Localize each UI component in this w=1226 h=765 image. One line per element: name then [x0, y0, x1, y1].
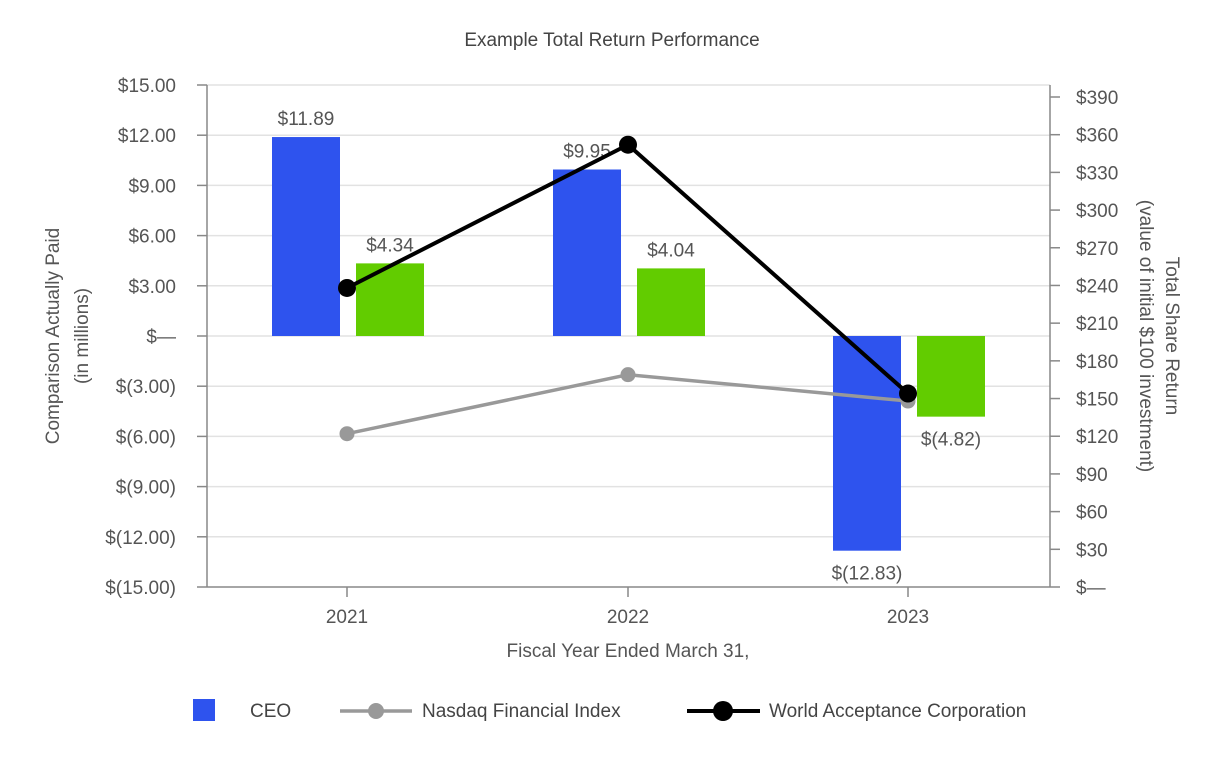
bar-data-label: $4.04 — [647, 240, 695, 261]
world-acceptance-point — [338, 278, 356, 297]
legend-world-acceptance-label: World Acceptance Corporation — [769, 701, 1026, 722]
left-axis-tick-label: $12.00 — [118, 126, 176, 147]
right-axis-tick-label: $90 — [1076, 465, 1108, 486]
chart-title: Example Total Return Performance — [464, 30, 759, 51]
x-axis-tick-label: 2021 — [326, 607, 368, 628]
left-axis-tick-label: $(3.00) — [116, 377, 176, 398]
left-axis-title: Comparison Actually Paid — [43, 228, 64, 445]
bar-data-label: $11.89 — [278, 109, 335, 130]
legend-ceo-swatch — [193, 699, 215, 721]
x-axis-tick-label: 2023 — [887, 607, 929, 628]
bar-data-label: $4.34 — [366, 235, 414, 256]
nasdaq-financial-point — [620, 367, 636, 383]
right-axis-tick-label: $180 — [1076, 352, 1118, 373]
world-acceptance-point — [619, 135, 637, 154]
left-axis-tick-label: $6.00 — [128, 227, 176, 248]
right-axis-title: Total Share Return — [1161, 257, 1182, 415]
bar-second-series — [637, 268, 705, 336]
left-axis-tick-label: $15.00 — [118, 76, 176, 97]
legend-nasdaq-label: Nasdaq Financial Index — [422, 701, 621, 722]
legend-ceo-label: CEO — [250, 701, 291, 722]
bar-data-label: $9.95 — [563, 142, 611, 163]
left-axis-tick-label: $(9.00) — [116, 478, 176, 499]
right-axis-tick-label: $60 — [1076, 503, 1108, 524]
right-axis-subtitle: (value of initial $100 investment) — [1135, 200, 1156, 472]
bar-ceo — [833, 336, 901, 551]
right-axis-tick-label: $270 — [1076, 239, 1118, 260]
right-axis-tick-label: $240 — [1076, 276, 1118, 297]
right-axis-tick-label: $330 — [1076, 163, 1118, 184]
world-acceptance-line — [346, 142, 910, 396]
bar-ceo — [272, 137, 340, 336]
left-axis-tick-label: $9.00 — [128, 176, 176, 197]
bar-data-label: $(4.82) — [921, 430, 981, 451]
right-axis-tick-label: $210 — [1076, 314, 1118, 335]
right-axis-tick-label: $360 — [1076, 126, 1118, 147]
right-axis-tick-label: $— — [1076, 578, 1106, 599]
bar-second-series — [917, 336, 985, 417]
left-axis-tick-label: $(12.00) — [105, 528, 176, 549]
bar-data-label: $(12.83) — [832, 564, 903, 585]
left-axis-tick-label: $3.00 — [128, 277, 176, 298]
left-axis-subtitle: (in millions) — [72, 288, 93, 384]
left-axis-tick-label: $— — [146, 327, 176, 348]
bar-ceo — [553, 169, 621, 336]
legend-nasdaq-marker — [368, 703, 384, 719]
left-axis-tick-label: $(6.00) — [116, 427, 176, 448]
right-axis-tick-label: $390 — [1076, 88, 1118, 109]
x-axis-title: Fiscal Year Ended March 31, — [507, 641, 750, 662]
right-axis-tick-label: $30 — [1076, 540, 1108, 561]
right-axis-tick-label: $300 — [1076, 201, 1118, 222]
right-axis-tick-label: $120 — [1076, 427, 1118, 448]
nasdaq-financial-point — [339, 426, 355, 442]
x-axis-tick-label: 2022 — [607, 607, 649, 628]
nasdaq-financial-line — [346, 372, 909, 436]
legend-world-acceptance-marker — [713, 701, 733, 721]
right-axis-tick-label: $150 — [1076, 390, 1118, 411]
world-acceptance-point — [899, 384, 917, 403]
left-axis-tick-label: $(15.00) — [105, 578, 176, 599]
bar-second-series — [356, 263, 424, 336]
